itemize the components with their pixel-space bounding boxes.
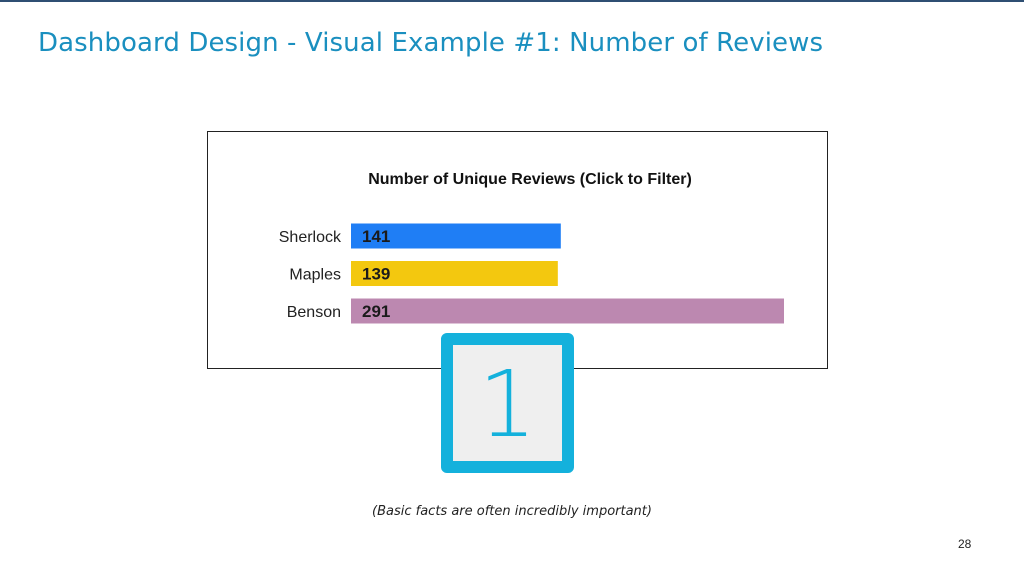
- badge-number: 1: [478, 351, 537, 458]
- bar-sherlock[interactable]: [351, 223, 561, 249]
- bar-benson[interactable]: [351, 298, 784, 324]
- category-label-benson: Benson: [287, 304, 341, 321]
- slide-caption: (Basic facts are often incredibly import…: [372, 504, 652, 519]
- category-label-maples: Maples: [289, 267, 341, 284]
- value-label-benson: 291: [362, 302, 390, 321]
- category-label-sherlock: Sherlock: [279, 229, 342, 246]
- chart-title: Number of Unique Reviews (Click to Filte…: [368, 171, 692, 188]
- bar-chart[interactable]: Sherlock 141 Maples 139 Benson 291: [208, 132, 829, 370]
- value-label-sherlock: 141: [362, 227, 390, 246]
- slide-title: Dashboard Design - Visual Example #1: Nu…: [38, 28, 824, 58]
- top-rule: [0, 0, 1024, 2]
- page-number: 28: [958, 537, 972, 551]
- bar-maples[interactable]: [351, 261, 558, 286]
- value-label-maples: 139: [362, 265, 390, 284]
- highlight-badge: 1: [441, 333, 574, 473]
- chart-panel[interactable]: Number of Unique Reviews (Click to Filte…: [207, 131, 828, 369]
